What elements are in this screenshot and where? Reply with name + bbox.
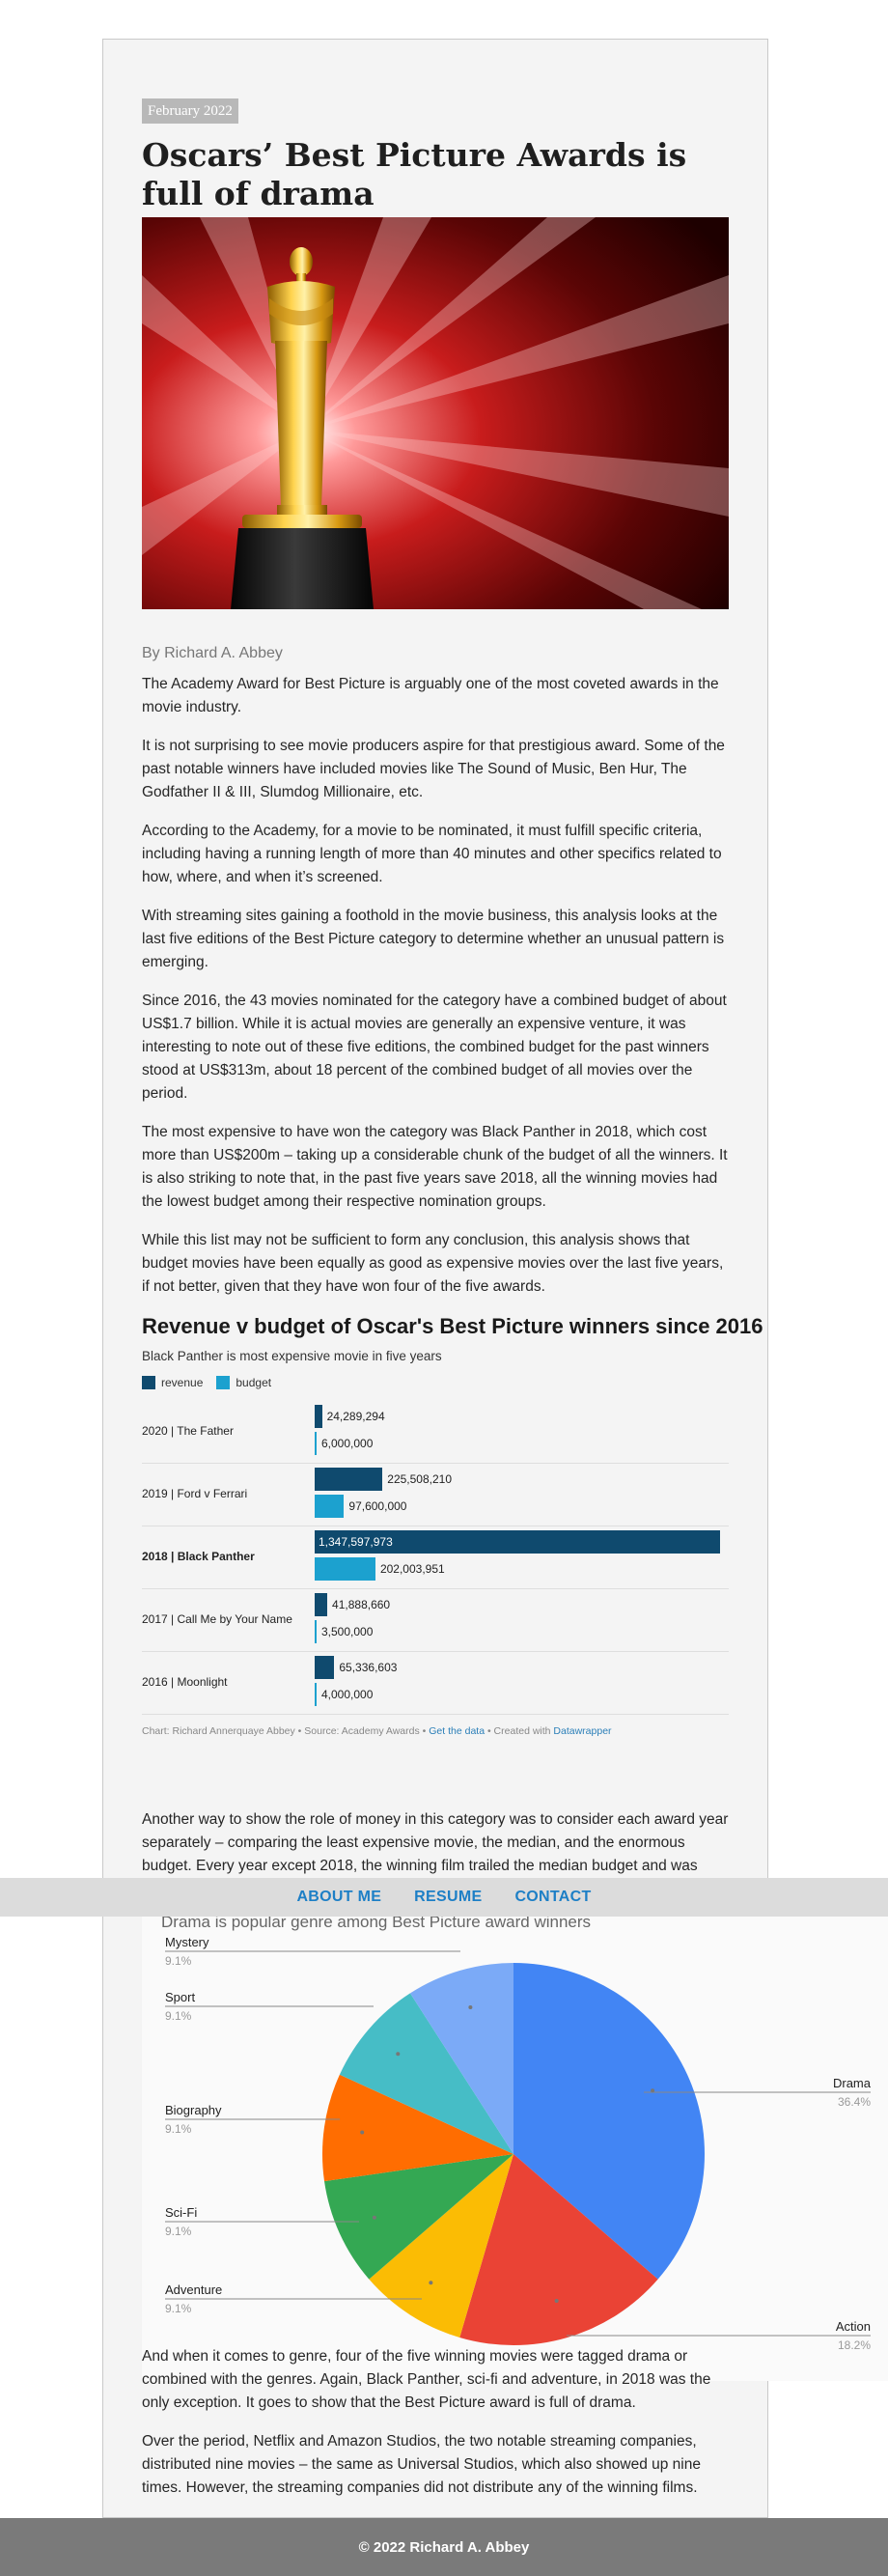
pie-percent: 9.1% — [165, 2225, 192, 2238]
legend-label-budget: budget — [236, 1376, 272, 1389]
budget-value-label: 4,000,000 — [321, 1688, 374, 1701]
article-title: Oscars’ Best Picture Awards is full of d… — [142, 136, 687, 212]
revenue-value-label: 41,888,660 — [332, 1598, 391, 1611]
pie-label: Mystery — [165, 1935, 209, 1949]
paragraph: Since 2016, the 43 movies nominated for … — [142, 993, 727, 1102]
revenue-value-label: 24,289,294 — [326, 1410, 385, 1423]
pie-leader-dot — [651, 2088, 655, 2093]
bar-chart: 2020 | The Father 24,289,294 6,000,000 2019… — [142, 1401, 729, 1715]
paragraph: And when it comes to genre, four of the … — [142, 2348, 711, 2411]
pie-percent: 9.1% — [165, 2009, 192, 2023]
revenue-value-label: 225,508,210 — [387, 1472, 453, 1486]
pie-label: Sci-Fi — [165, 2205, 197, 2220]
paragraph: With streaming sites gaining a foothold … — [142, 908, 725, 970]
pie-slice-sci-fi — [324, 2154, 513, 2280]
get-data-link[interactable]: Get the data — [429, 1725, 486, 1737]
revenue-value-label: 65,336,603 — [339, 1661, 398, 1674]
chart-row: 2019 | Ford v Ferrari 225,508,210 97,600,0… — [142, 1464, 729, 1526]
pie-leader-dot — [360, 2130, 365, 2135]
revenue-bar — [315, 1405, 322, 1428]
chart-row: 2016 | Moonlight 65,336,603 4,000,000 — [142, 1652, 729, 1715]
revenue-bar — [315, 1593, 328, 1616]
chart-credit: Chart: Richard Annerquaye Abbey • Source… — [142, 1725, 612, 1737]
paragraph: While this list may not be sufficient to… — [142, 1232, 724, 1295]
pie-leader-dot — [396, 2052, 401, 2057]
bar-chart-title: Revenue v budget of Oscar's Best Picture… — [142, 1314, 763, 1338]
revenue-bar — [315, 1530, 720, 1554]
top-nav: ABOUT ME RESUME CONTACT — [0, 1878, 888, 1917]
legend-label-revenue: revenue — [161, 1376, 204, 1389]
budget-bar — [315, 1432, 317, 1455]
legend-swatch-budget — [216, 1376, 231, 1389]
paragraph: Over the period, Netflix and Amazon Stud… — [142, 2433, 701, 2496]
pie-label: Drama — [833, 2076, 872, 2090]
budget-value-label: 97,600,000 — [348, 1499, 407, 1513]
nav-resume[interactable]: RESUME — [414, 1889, 483, 1905]
chart-row: 2017 | Call Me by Your Name 41,888,660 3,5… — [142, 1589, 729, 1652]
oscar-statue-image — [142, 217, 729, 609]
pie-percent: 9.1% — [165, 2122, 192, 2136]
category-label: 2016 | Moonlight — [142, 1675, 228, 1689]
category-label: 2020 | The Father — [142, 1424, 234, 1438]
category-label: 2019 | Ford v Ferrari — [142, 1487, 248, 1500]
chart-row: 2018 | Black Panther 1,347,597,973 202,003… — [142, 1526, 729, 1589]
pie-slice-sport — [339, 1993, 513, 2154]
paragraph: The Academy Award for Best Picture is ar… — [142, 676, 719, 715]
revenue-value-label: 1,347,597,973 — [319, 1535, 393, 1549]
pie-label: Biography — [165, 2103, 222, 2117]
nav-contact[interactable]: CONTACT — [514, 1889, 592, 1905]
site-footer: © 2022 Richard A. Abbey — [0, 2518, 888, 2576]
nav-about-me[interactable]: ABOUT ME — [296, 1889, 382, 1905]
pie-slice-biography — [322, 2074, 513, 2182]
pie-label: Action — [836, 2319, 871, 2334]
pie-leader-dot — [468, 2005, 473, 2010]
category-label: 2018 | Black Panther — [142, 1550, 255, 1563]
pie-chart-panel: Drama is popular genre among Best Pictur… — [142, 1908, 888, 2381]
date-badge: February 2022 — [142, 98, 238, 124]
byline: By Richard A. Abbey — [142, 645, 283, 661]
pie-leader-dot — [554, 2298, 559, 2303]
pie-percent: 9.1% — [165, 2302, 192, 2315]
revenue-bar — [315, 1468, 383, 1491]
budget-bar — [315, 1620, 317, 1643]
bar-chart-subtitle: Black Panther is most expensive movie in… — [142, 1349, 442, 1363]
chart-credit-text: Chart: Richard Annerquaye Abbey • Source… — [142, 1725, 430, 1737]
chart-credit-sep: • Created with — [485, 1725, 554, 1737]
pie-chart-title: Drama is popular genre among Best Pictur… — [161, 1913, 591, 1931]
pie-slice-action — [459, 2154, 658, 2345]
budget-value-label: 202,003,951 — [379, 1562, 445, 1576]
pie-slice-adventure — [369, 2154, 513, 2338]
pie-label: Sport — [165, 1990, 195, 2004]
chart-row: 2020 | The Father 24,289,294 6,000,000 — [142, 1401, 729, 1464]
pie-label: Adventure — [165, 2282, 222, 2297]
pie-percent: 9.1% — [165, 1954, 192, 1968]
pie-percent: 36.4% — [838, 2095, 871, 2109]
paragraph: According to the Academy, for a movie to… — [142, 823, 722, 885]
budget-bar — [315, 1495, 345, 1518]
legend-swatch-revenue — [142, 1376, 155, 1389]
pie-leader-dot — [429, 2281, 433, 2285]
pie-leader-dot — [372, 2215, 376, 2220]
budget-bar — [315, 1557, 375, 1581]
category-label: 2017 | Call Me by Your Name — [142, 1612, 292, 1626]
paragraph: It is not surprising to see movie produc… — [142, 738, 725, 800]
pie-chart: Drama is popular genre among Best Pictur… — [161, 1913, 872, 2352]
budget-value-label: 6,000,000 — [321, 1437, 374, 1450]
bar-chart-legend: revenue budget — [142, 1376, 271, 1389]
paragraph: The most expensive to have won the categ… — [142, 1124, 728, 1210]
article-card: February 2022 Oscars’ Best Picture Award… — [102, 39, 888, 2518]
budget-bar — [315, 1683, 317, 1706]
pie-slice-drama — [513, 1963, 705, 2280]
pie-percent: 18.2% — [838, 2338, 871, 2352]
revenue-bar — [315, 1656, 335, 1679]
datawrapper-link[interactable]: Datawrapper — [553, 1725, 612, 1737]
budget-value-label: 3,500,000 — [321, 1625, 374, 1638]
pie-slice-mystery — [409, 1963, 513, 2154]
